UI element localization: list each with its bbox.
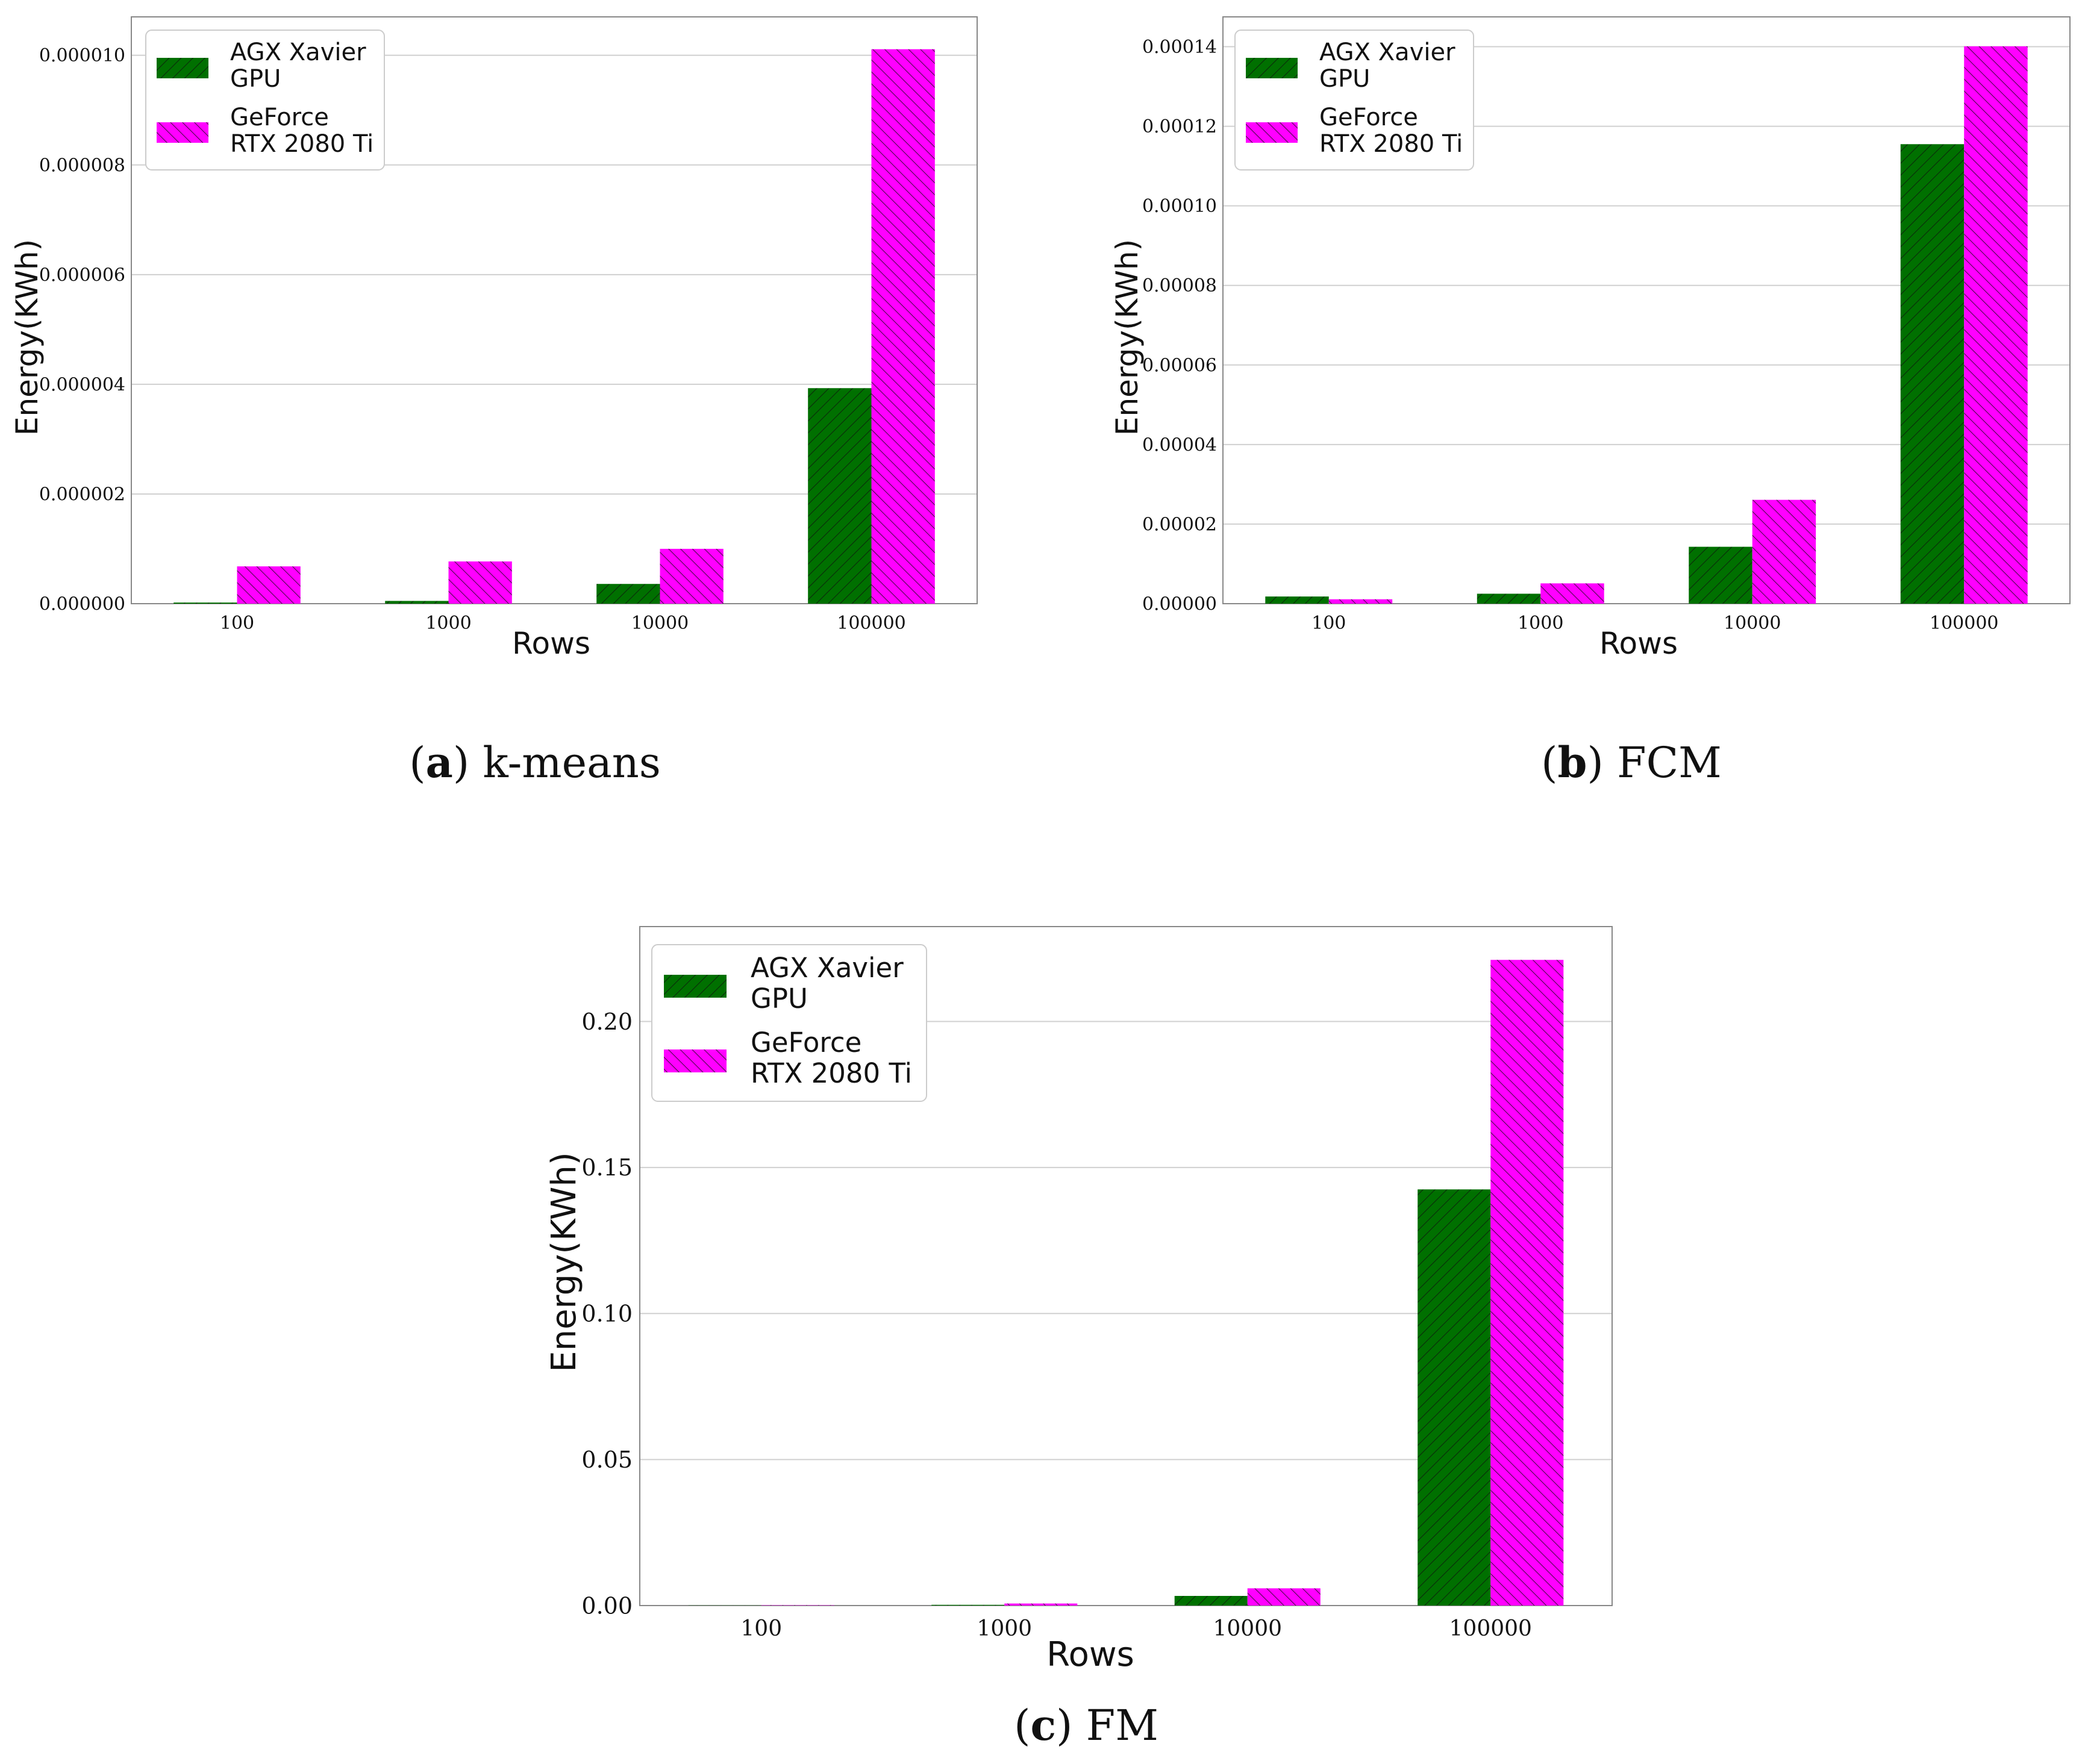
bar-agx-100-a <box>174 602 237 604</box>
legend-label-rtx-line1-b: GeForce <box>1319 104 1418 131</box>
x-axis-label-a: Rows <box>512 626 590 661</box>
plot-area-b: 0.00000 0.00002 0.00004 0.00006 0.00008 0.000… <box>1142 16 2071 634</box>
x-axis-label-b: Rows <box>1599 626 1678 661</box>
x-tick-label-b: 10000 <box>1724 613 1781 634</box>
bar-rtx-1000-a <box>448 561 512 604</box>
legend-swatch-agx-c <box>664 975 727 998</box>
caption-text-c: FM <box>1086 1701 1158 1750</box>
legend-label-agx-line1-b: AGX Xavier <box>1319 39 1455 66</box>
bar-rtx-100-b <box>1328 599 1393 604</box>
y-tick-label-a: 0.000006 <box>39 264 125 286</box>
y-axis-label-c: Energy(KWh) <box>545 1152 584 1372</box>
legend-swatch-rtx-a <box>157 122 208 143</box>
legend-swatch-rtx-b <box>1246 122 1298 143</box>
caption-letter-a: a <box>426 737 453 787</box>
panel-a: 0.000000 0.000002 0.000004 0.000006 0.000008… <box>10 16 978 787</box>
plot-frame-a <box>131 16 978 604</box>
bar-rtx-10000-c <box>1247 1588 1321 1606</box>
bar-agx-1000-a <box>385 601 449 604</box>
bar-agx-10000-a <box>596 584 660 604</box>
y-tick-label-c: 0.10 <box>581 1301 633 1327</box>
legend-label-rtx-line2-a: RTX 2080 Ti <box>230 130 374 158</box>
bar-rtx-10000-a <box>660 548 724 604</box>
y-tick-label-b: 0.00006 <box>1142 355 1217 376</box>
bar-rtx-10000-b <box>1752 499 1816 604</box>
legend-label-rtx-line2-b: RTX 2080 Ti <box>1319 130 1463 158</box>
plot-frame-c <box>639 926 1613 1606</box>
x-tick-label-b: 1000 <box>1518 613 1563 634</box>
y-tick-label-b: 0.00008 <box>1142 275 1217 296</box>
panel-b: 0.00000 0.00002 0.00004 0.00006 0.00008 0.000… <box>1110 16 2071 787</box>
x-tick-label-a: 10000 <box>631 613 689 634</box>
y-tick-label-c: 0.05 <box>581 1447 633 1473</box>
y-tick-label-b: 0.00002 <box>1142 514 1217 535</box>
caption-letter-c: c <box>1030 1700 1056 1750</box>
caption-a: (a) k-means <box>409 737 661 787</box>
plot-frame-b <box>1222 16 2071 604</box>
x-tick-label-c: 100 <box>740 1616 782 1641</box>
legend-swatch-agx-a <box>157 58 208 78</box>
legend-label-agx-line1-c: AGX Xavier <box>751 952 904 984</box>
legend-label-agx-line2-b: GPU <box>1319 65 1370 93</box>
y-tick-label-a: 0.000010 <box>39 45 125 66</box>
bar-rtx-100000-a <box>871 49 935 604</box>
y-axis-label-a: Energy(KWh) <box>10 239 45 436</box>
bar-agx-1000-c <box>931 1604 1005 1606</box>
bar-rtx-1000-c <box>1004 1603 1078 1606</box>
y-tick-label-c: 0.20 <box>581 1009 633 1035</box>
x-tick-label-b: 100000 <box>1930 613 1999 634</box>
x-tick-label-a: 1000 <box>425 613 471 634</box>
y-tick-label-c: 0.15 <box>581 1154 633 1181</box>
x-tick-label-b: 100 <box>1311 613 1346 634</box>
x-tick-label-c: 100000 <box>1449 1616 1532 1641</box>
y-tick-label-b: 0.00012 <box>1142 116 1217 137</box>
x-tick-label-c: 10000 <box>1213 1616 1282 1641</box>
legend-label-rtx-line1-a: GeForce <box>230 104 329 131</box>
y-tick-label-b: 0.00014 <box>1142 37 1217 58</box>
caption-letter-b: b <box>1557 737 1587 787</box>
legend-swatch-rtx-c <box>664 1049 727 1072</box>
caption-text-b: FCM <box>1617 738 1722 787</box>
y-tick-label-c: 0.00 <box>581 1592 633 1619</box>
bar-agx-100000-a <box>808 388 872 604</box>
y-tick-label-b: 0.00004 <box>1142 434 1217 455</box>
caption-text-a: k-means <box>483 738 660 787</box>
bar-agx-10000-b <box>1689 546 1752 604</box>
x-axis-label-c: Rows <box>1046 1635 1134 1674</box>
y-axis-label-b: Energy(KWh) <box>1110 239 1145 436</box>
bar-rtx-1000-b <box>1540 583 1604 604</box>
bar-rtx-100-a <box>237 566 301 604</box>
legend-a: AGX Xavier GPU GeForce RTX 2080 Ti <box>145 30 385 170</box>
legend-label-agx-line1-a: AGX Xavier <box>230 39 366 66</box>
legend-c: AGX Xavier GPU GeForce RTX 2080 Ti <box>651 944 927 1102</box>
bar-agx-1000-b <box>1477 593 1541 604</box>
x-tick-label-a: 100 <box>220 613 254 634</box>
y-tick-label-b: 0.00010 <box>1142 196 1217 217</box>
x-tick-label-c: 1000 <box>977 1616 1032 1641</box>
legend-label-agx-line2-a: GPU <box>230 65 281 93</box>
bar-rtx-100000-c <box>1490 960 1564 1606</box>
caption-c: (c) FM <box>1014 1700 1158 1750</box>
y-tick-label-a: 0.000008 <box>39 155 125 176</box>
plot-area-a: 0.000000 0.000002 0.000004 0.000006 0.000008… <box>39 16 978 634</box>
legend-swatch-agx-b <box>1246 58 1298 78</box>
y-tick-label-b: 0.00000 <box>1142 594 1217 615</box>
legend-label-rtx-line2-c: RTX 2080 Ti <box>751 1057 912 1089</box>
legend-b: AGX Xavier GPU GeForce RTX 2080 Ti <box>1234 30 1474 170</box>
legend-label-rtx-line1-c: GeForce <box>751 1027 861 1059</box>
x-tick-label-a: 100000 <box>837 613 906 634</box>
bar-rtx-100000-b <box>1964 46 2028 604</box>
y-tick-label-a: 0.000004 <box>39 374 125 395</box>
bar-agx-100-b <box>1265 596 1329 604</box>
bar-agx-100000-b <box>1900 144 1965 604</box>
panel-c: 0.00 0.05 0.10 0.15 0.20 100 1000 10000 100000 E… <box>545 926 1613 1750</box>
y-tick-label-a: 0.000002 <box>39 484 125 505</box>
bar-agx-10000-c <box>1174 1596 1248 1606</box>
bar-agx-100000-c <box>1418 1189 1491 1606</box>
y-tick-label-a: 0.000000 <box>39 594 125 615</box>
legend-label-agx-line2-c: GPU <box>751 983 808 1015</box>
caption-b: (b) FCM <box>1541 737 1722 787</box>
